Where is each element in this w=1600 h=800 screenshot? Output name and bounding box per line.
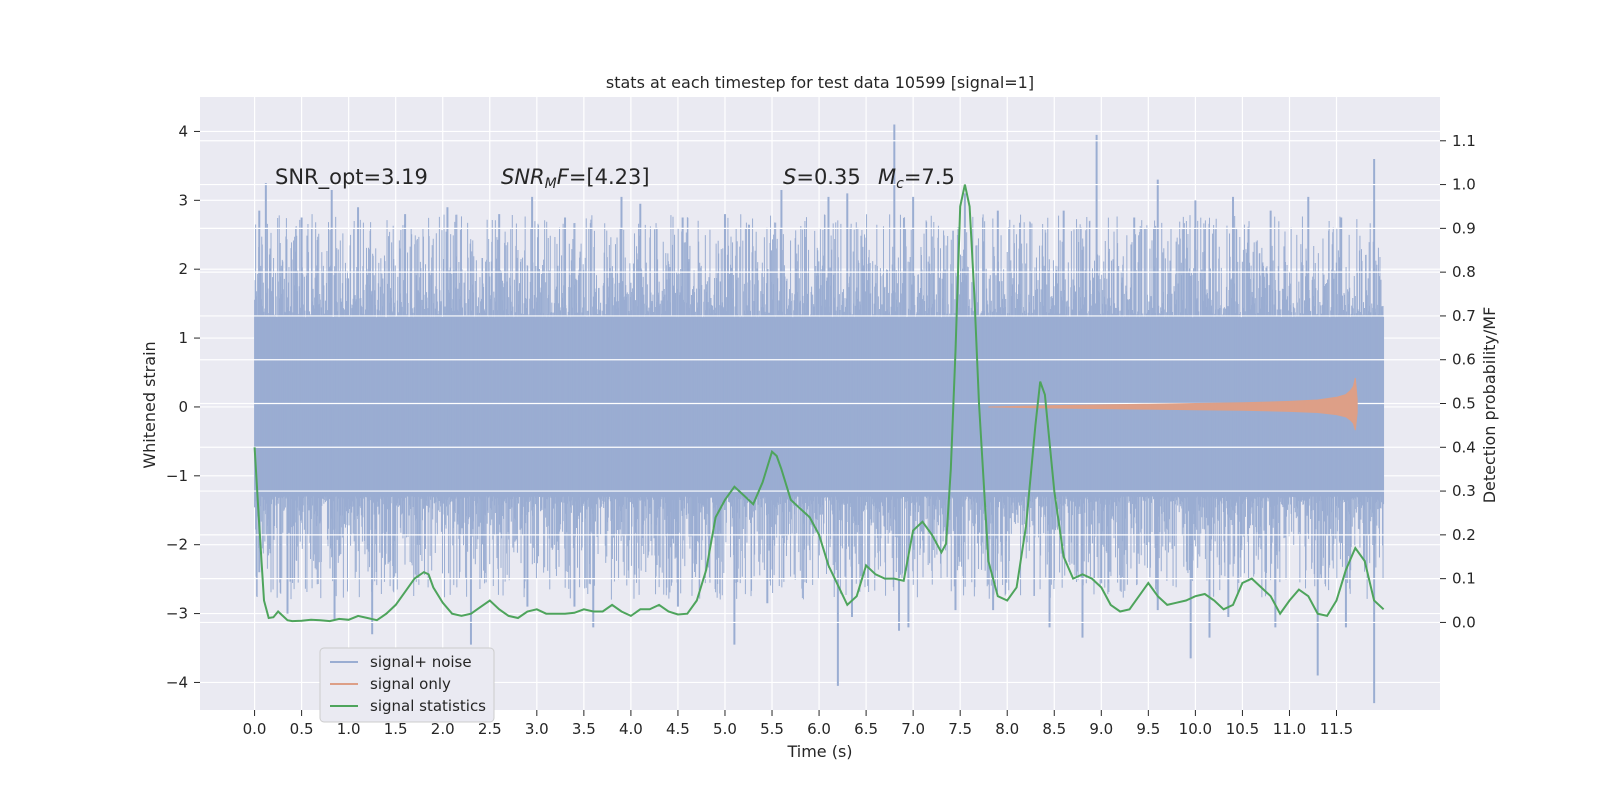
x-tick-label: 9.0 <box>1089 720 1113 738</box>
chart-title: stats at each timestep for test data 105… <box>606 73 1034 92</box>
mc-annotation: Mc=7.5 <box>878 165 955 192</box>
snr-mf-sub: M <box>545 176 557 192</box>
y-axis-label: Whitened strain <box>140 341 159 468</box>
x-tick-label: 11.5 <box>1320 720 1353 738</box>
mc-sub: c <box>896 176 904 192</box>
x-tick-label: 6.5 <box>854 720 878 738</box>
signal-only-series <box>988 377 1358 431</box>
y2-grid <box>200 140 1440 624</box>
x-axis-label: Time (s) <box>786 742 852 761</box>
snr-mf-tail: F <box>557 165 570 189</box>
x-tick-label: 11.0 <box>1273 720 1306 738</box>
x-axis-ticks: 0.0 0.5 1.0 1.5 2.0 2.5 3.0 3.5 4.0 4.5 5.0 5.5 6.0 6… <box>243 710 1353 738</box>
signal-noise-series <box>254 124 1385 704</box>
x-tick-label: 5.0 <box>713 720 737 738</box>
y2-tick-label: 0.6 <box>1452 351 1476 369</box>
legend: signal+ noise signal only signal statist… <box>319 647 495 723</box>
y2-tick-label: 0.4 <box>1452 438 1476 456</box>
y2-tick-label: 1.0 <box>1452 176 1476 194</box>
legend-label-signal-statistics: signal statistics <box>370 697 486 715</box>
snr-mf-main: SNR <box>501 165 545 189</box>
x-tick-label: 0.5 <box>290 720 314 738</box>
y-tick-label: 0 <box>178 398 188 416</box>
snr-mf-annotation: SNRMF=[4.23] <box>501 165 650 192</box>
x-tick-label: 5.5 <box>760 720 784 738</box>
s-annotation: S=0.35 <box>783 165 861 189</box>
snr-mf-value: =[4.23] <box>569 165 650 189</box>
y-tick-label: −4 <box>166 673 188 691</box>
y-tick-label: −2 <box>166 536 188 554</box>
x-tick-label: 8.5 <box>1042 720 1066 738</box>
signal-statistics-line <box>253 184 1385 623</box>
legend-box <box>319 647 495 723</box>
x-tick-label: 1.5 <box>384 720 408 738</box>
y2-tick-label: 0.3 <box>1452 482 1476 500</box>
x-tick-label: 3.5 <box>572 720 596 738</box>
x-tick-label: 9.5 <box>1136 720 1160 738</box>
y2-tick-label: 0.2 <box>1452 526 1476 544</box>
snr-opt-annotation: SNR_opt=3.19 <box>275 165 428 190</box>
legend-label-signal-only: signal only <box>370 675 451 693</box>
y-axis-ticks: 4 3 2 1 0 −1 −2 −3 −4 <box>166 122 200 691</box>
y2-axis-label: Detection probability/MF <box>1480 307 1499 504</box>
x-tick-label: 2.0 <box>431 720 455 738</box>
s-value: =0.35 <box>796 165 860 189</box>
mc-value: =7.5 <box>904 165 955 189</box>
y-tick-label: 4 <box>178 122 188 140</box>
x-tick-label: 1.0 <box>337 720 361 738</box>
x-tick-label: 8.0 <box>995 720 1019 738</box>
x-tick-label: 4.5 <box>666 720 690 738</box>
y-tick-label: −3 <box>166 605 188 623</box>
x-tick-label: 10.5 <box>1226 720 1259 738</box>
x-tick-label: 0.0 <box>243 720 267 738</box>
legend-label-signal-noise: signal+ noise <box>370 653 472 671</box>
x-tick-label: 4.0 <box>619 720 643 738</box>
y2-tick-label: 0.9 <box>1452 219 1476 237</box>
y2-tick-label: 0.5 <box>1452 395 1476 413</box>
mc-var: M <box>878 165 896 189</box>
s-var: S <box>783 165 796 189</box>
y-tick-label: 3 <box>178 191 188 209</box>
y-tick-label: 2 <box>178 260 188 278</box>
y2-tick-label: 1.1 <box>1452 132 1476 150</box>
signal-statistics-series <box>253 184 1385 623</box>
signal-only-envelope <box>988 377 1358 431</box>
x-tick-label: 3.0 <box>525 720 549 738</box>
x-tick-label: 6.0 <box>807 720 831 738</box>
y2-tick-label: 0.7 <box>1452 307 1476 325</box>
y2-tick-label: 0.1 <box>1452 570 1476 588</box>
x-tick-label: 7.5 <box>948 720 972 738</box>
x-tick-label: 2.5 <box>478 720 502 738</box>
y-tick-label: −1 <box>166 467 188 485</box>
x-tick-label: 10.0 <box>1179 720 1212 738</box>
y2-tick-label: 0.8 <box>1452 263 1476 281</box>
x-tick-label: 7.0 <box>901 720 925 738</box>
y2-axis-ticks: 1.1 1.0 0.9 0.8 0.7 0.6 0.5 0.4 0.3 0.2 0.1 0.0 <box>1440 132 1476 631</box>
y-tick-label: 1 <box>178 329 188 347</box>
y2-tick-label: 0.0 <box>1452 613 1476 631</box>
